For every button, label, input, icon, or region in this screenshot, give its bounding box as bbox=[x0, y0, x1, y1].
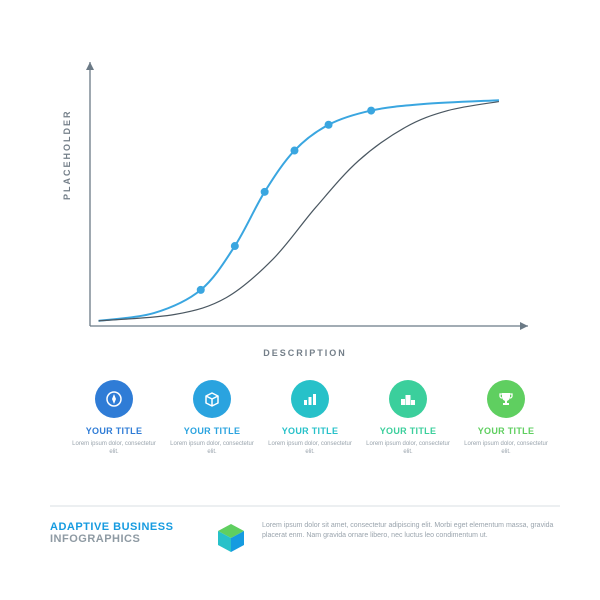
legend-title: YOUR TITLE bbox=[282, 426, 339, 436]
legend-desc: Lorem ipsum dolor, consectetur elit. bbox=[462, 440, 550, 456]
legend-desc: Lorem ipsum dolor, consectetur elit. bbox=[70, 440, 158, 456]
legend-desc: Lorem ipsum dolor, consectetur elit. bbox=[266, 440, 354, 456]
legend-row: YOUR TITLE Lorem ipsum dolor, consectetur… bbox=[70, 380, 550, 456]
footer-title: ADAPTIVE BUSINESS INFOGRAPHICS bbox=[50, 521, 200, 545]
legend-title: YOUR TITLE bbox=[478, 426, 535, 436]
legend-item-1: YOUR TITLE Lorem ipsum dolor, consectetur… bbox=[168, 380, 256, 456]
footer-title-line2: INFOGRAPHICS bbox=[50, 533, 200, 545]
legend-item-4: YOUR TITLE Lorem ipsum dolor, consectetur… bbox=[462, 380, 550, 456]
podium-icon bbox=[389, 380, 427, 418]
legend-title: YOUR TITLE bbox=[380, 426, 437, 436]
legend-item-2: YOUR TITLE Lorem ipsum dolor, consectetur… bbox=[266, 380, 354, 456]
footer-title-line1: ADAPTIVE BUSINESS bbox=[50, 521, 200, 533]
legend-title: YOUR TITLE bbox=[184, 426, 241, 436]
legend-item-3: YOUR TITLE Lorem ipsum dolor, consectetur… bbox=[364, 380, 452, 456]
y-axis-label: PLACEHOLDER bbox=[62, 109, 72, 200]
chart-svg bbox=[80, 60, 530, 340]
footer-description: Lorem ipsum dolor sit amet, consectetur … bbox=[262, 521, 560, 541]
legend-item-0: YOUR TITLE Lorem ipsum dolor, consectetur… bbox=[70, 380, 158, 456]
x-axis-label: DESCRIPTION bbox=[80, 348, 530, 358]
legend-desc: Lorem ipsum dolor, consectetur elit. bbox=[364, 440, 452, 456]
compass-icon bbox=[95, 380, 133, 418]
box-icon bbox=[193, 380, 231, 418]
bars-icon bbox=[291, 380, 329, 418]
cube-icon bbox=[214, 521, 248, 560]
footer: ADAPTIVE BUSINESS INFOGRAPHICS Lorem ips… bbox=[50, 505, 560, 565]
legend-title: YOUR TITLE bbox=[86, 426, 143, 436]
legend-desc: Lorem ipsum dolor, consectetur elit. bbox=[168, 440, 256, 456]
line-chart bbox=[80, 60, 530, 340]
infographic-page: PLACEHOLDER DESCRIPTION YOUR TITLE Lorem … bbox=[0, 0, 600, 600]
trophy-icon bbox=[487, 380, 525, 418]
